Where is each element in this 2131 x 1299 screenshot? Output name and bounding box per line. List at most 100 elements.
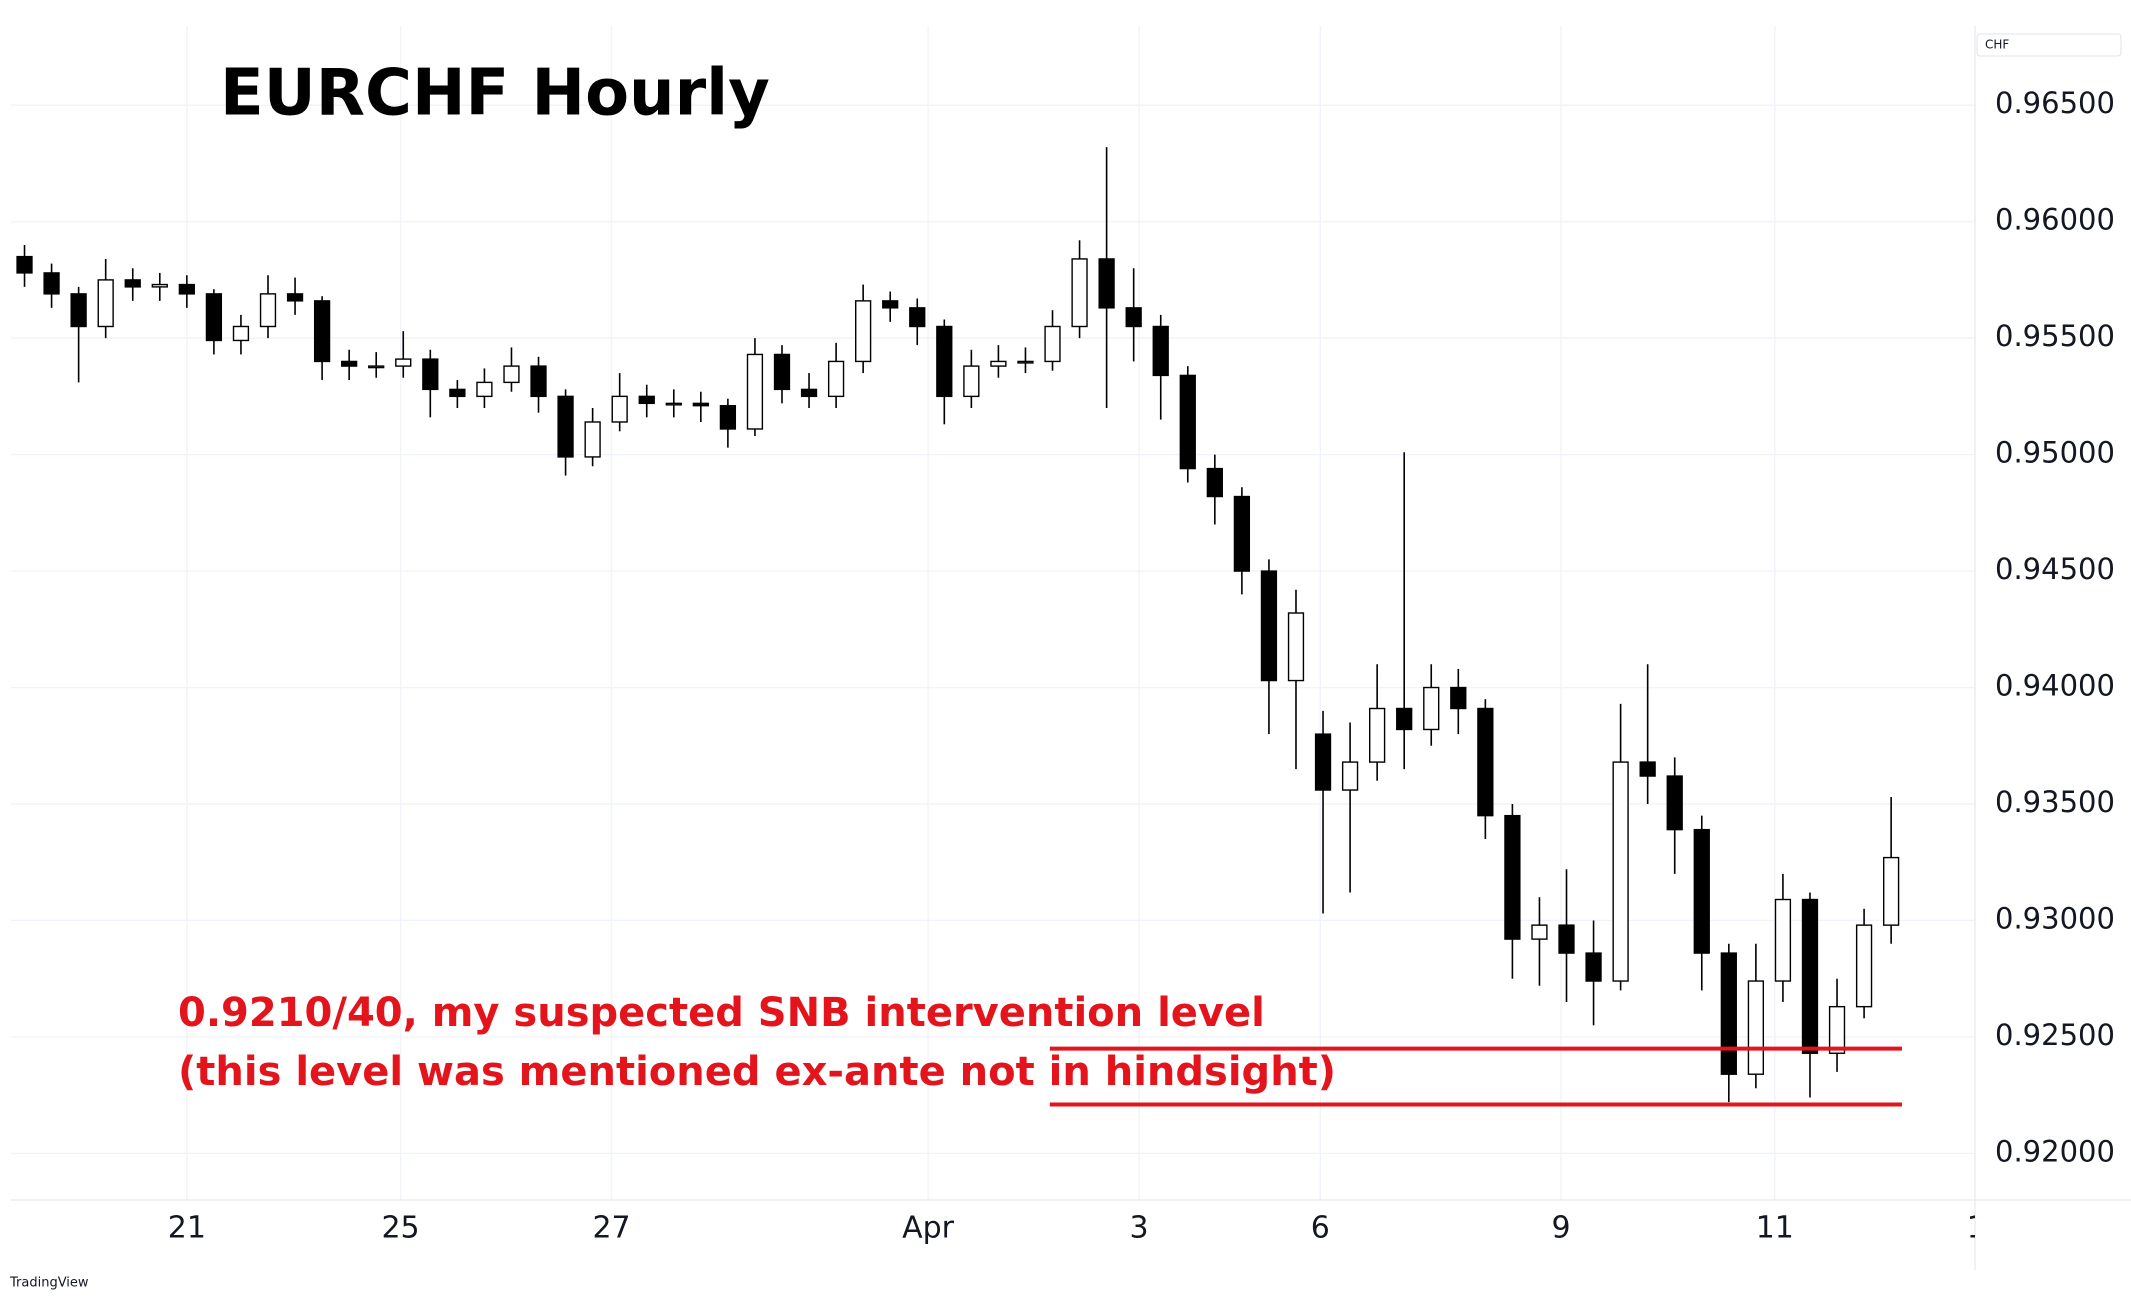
candle-body <box>584 421 601 458</box>
candle-body <box>530 365 547 398</box>
candle-body <box>232 325 250 342</box>
candle-body <box>449 388 466 398</box>
y-tick-label: 0.96000 <box>1995 203 2115 237</box>
candle-body <box>719 404 737 430</box>
candle-body <box>1396 707 1413 731</box>
candle-body <box>1233 495 1251 572</box>
candle-body <box>611 395 628 423</box>
candle-body <box>16 255 33 274</box>
candle-body <box>990 360 1007 367</box>
y-tick-label: 0.94000 <box>1995 669 2115 703</box>
plot-area <box>16 147 1900 1103</box>
y-tick-label: 0.95000 <box>1995 436 2115 470</box>
candle-body <box>665 402 682 406</box>
candle-body <box>259 293 277 328</box>
candle-body <box>1369 707 1386 763</box>
candle-body <box>124 279 141 288</box>
candle-body <box>313 300 331 363</box>
candle-body <box>70 293 87 328</box>
candle-body <box>1612 761 1629 982</box>
candle-body <box>1882 856 1900 926</box>
candle-body <box>286 293 304 302</box>
x-tick-label: 15 <box>1967 1211 2005 1246</box>
candle-body <box>1423 686 1440 731</box>
x-tick-label: 11 <box>1756 1211 1794 1246</box>
candle-body <box>773 353 791 391</box>
candle-body <box>395 358 412 367</box>
candle-body <box>1774 898 1792 982</box>
candle-body <box>1125 307 1142 328</box>
candle-body <box>1801 898 1819 1054</box>
candle-body <box>1855 924 1873 1008</box>
candle-body <box>1585 952 1602 982</box>
y-tick-label: 0.93500 <box>1995 785 2115 819</box>
currency-label: CHF <box>1985 38 2009 52</box>
candle-body <box>1504 814 1521 940</box>
candle-body <box>1260 570 1278 682</box>
brand: TradingView <box>9 1276 89 1291</box>
candle-body <box>476 381 493 398</box>
candle-body <box>368 365 385 369</box>
candle-body <box>800 388 818 398</box>
candle-body <box>827 360 845 398</box>
candle-body <box>1287 612 1305 682</box>
currency-box <box>1976 33 2122 57</box>
candle-body <box>1314 733 1332 791</box>
y-tick-label: 0.96500 <box>1995 86 2115 120</box>
candle-body <box>1531 924 1548 940</box>
candle-body <box>1017 360 1034 364</box>
candle-body <box>422 358 439 391</box>
x-tick-label: 27 <box>592 1211 630 1246</box>
y-tick-label: 0.92500 <box>1995 1018 2115 1052</box>
candle-body <box>1071 258 1088 328</box>
x-tick-label: 6 <box>1311 1211 1330 1246</box>
x-tick-label: 25 <box>381 1211 419 1246</box>
candle-body <box>178 283 195 295</box>
candle-body <box>1341 761 1359 791</box>
candle-body <box>1179 374 1196 470</box>
candle-body <box>43 272 60 295</box>
y-tick-label: 0.92000 <box>1995 1134 2115 1168</box>
candle-body <box>909 307 926 328</box>
x-tick-label: 3 <box>1130 1211 1149 1246</box>
candle-body <box>1098 258 1115 309</box>
candle-body <box>97 279 114 328</box>
candle-body <box>638 395 655 405</box>
grid <box>11 26 1975 1200</box>
candle-body <box>1558 924 1575 954</box>
candle-body <box>1747 980 1765 1075</box>
candle-body <box>1639 761 1656 777</box>
candle-body <box>341 360 358 367</box>
y-tick-label: 0.93000 <box>1995 901 2115 935</box>
y-tick-label: 0.95500 <box>1995 319 2115 353</box>
candle-body <box>1477 707 1494 817</box>
x-tick-label: 21 <box>168 1211 206 1246</box>
candle-body <box>1152 325 1169 377</box>
candle-body <box>557 395 574 458</box>
annotation: (this level was mentioned ex-ante not in… <box>178 1049 1336 1095</box>
candle-body <box>692 402 709 407</box>
y-tick-label: 0.94500 <box>1995 552 2115 586</box>
candle-body <box>1044 325 1061 363</box>
x-tick-label: Apr <box>902 1211 955 1246</box>
candle-body <box>151 283 168 288</box>
candle-body <box>1693 828 1710 954</box>
candle-body <box>1828 1005 1846 1054</box>
candle-body <box>1666 775 1683 831</box>
candle-body <box>205 293 223 342</box>
chart-title: EURCHF Hourly <box>220 57 770 131</box>
candle-body <box>503 365 520 384</box>
candle-body <box>855 300 872 363</box>
candle-body <box>1450 686 1467 710</box>
x-tick-label: 9 <box>1552 1211 1571 1246</box>
candle-body <box>746 353 764 430</box>
candle-body <box>882 300 899 309</box>
candle-body <box>936 325 953 398</box>
annotation: 0.9210/40, my suspected SNB intervention… <box>178 990 1265 1036</box>
candle-body <box>1720 952 1737 1075</box>
candle-body <box>1206 467 1223 498</box>
candle-body <box>963 365 980 398</box>
